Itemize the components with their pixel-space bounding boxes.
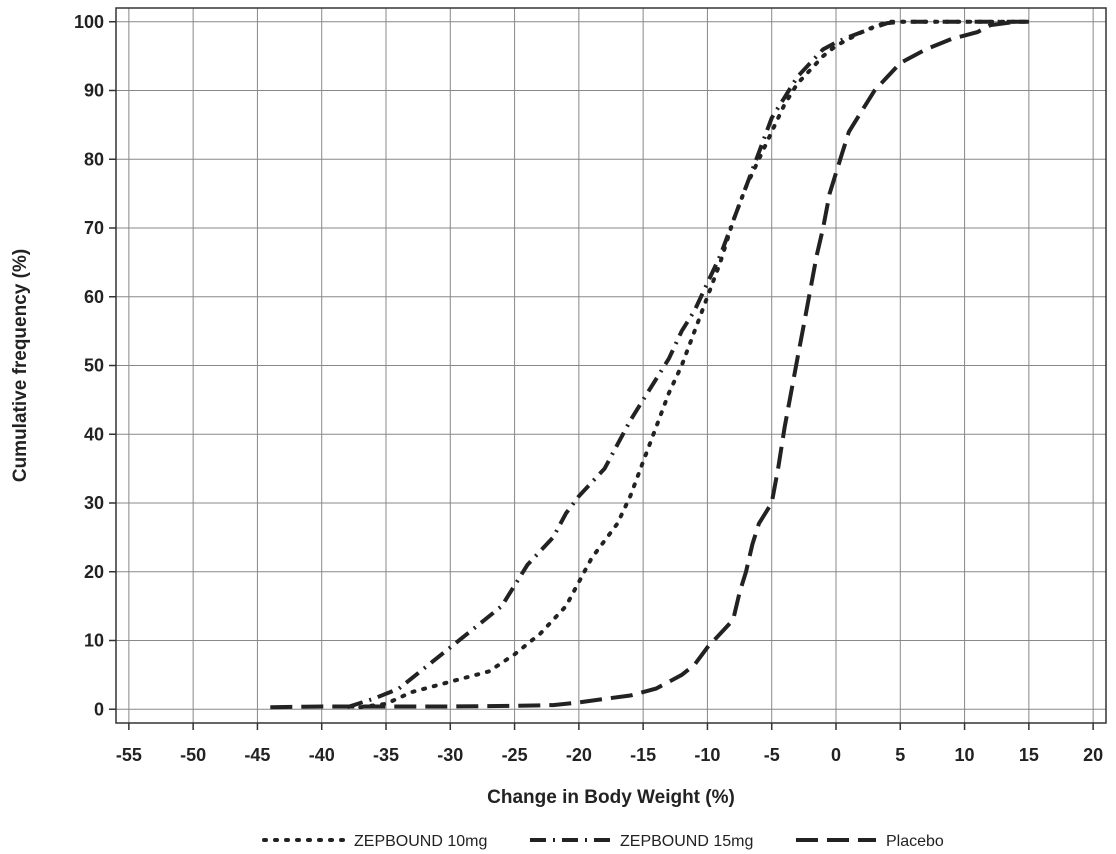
x-axis-title: Change in Body Weight (%) [487,787,735,808]
legend-label: Placebo [886,833,944,850]
y-tick-label: 10 [84,631,104,651]
grid [116,8,1106,723]
y-tick-label: 100 [74,12,104,32]
series-line-2 [346,19,1029,710]
y-tick-label: 40 [84,424,104,444]
x-tick-label: -15 [630,745,656,765]
x-tick-label: -30 [437,745,463,765]
x-tick-label: -45 [244,745,270,765]
x-tick-label: 5 [895,745,905,765]
x-tick-label: -5 [764,745,780,765]
x-tick-label: -20 [566,745,592,765]
y-tick-label: 0 [94,699,104,719]
y-tick-label: 20 [84,562,104,582]
y-tick-label: 50 [84,356,104,376]
x-tick-label: -40 [309,745,335,765]
y-tick-label: 60 [84,287,104,307]
series-line-1 [358,19,1031,710]
y-tick-label: 30 [84,493,104,513]
x-tick-label: 15 [1019,745,1039,765]
legend: ZEPBOUND 10mg ZEPBOUND 15mg Placebo [262,833,944,850]
x-tick-label: 10 [955,745,975,765]
x-tick-label: -10 [694,745,720,765]
legend-label: ZEPBOUND 10mg [354,833,487,850]
x-tick-label: 20 [1083,745,1103,765]
x-tick-label: 0 [831,745,841,765]
x-tick-label: -25 [502,745,528,765]
series-line-3 [270,19,1029,710]
x-tick-label: -50 [180,745,206,765]
y-tick-label: 80 [84,149,104,169]
x-tick-label: -35 [373,745,399,765]
y-tick-label: 90 [84,81,104,101]
y-axis-title: Cumulative frequency (%) [10,249,31,482]
legend-label: ZEPBOUND 15mg [620,833,753,850]
axis-ticks: -55 -50 -45 -40 -35 -30 -25 -20 -15 -10 -5 0 5 10 15 20… [74,12,1103,765]
series-layer [270,19,1031,710]
x-tick-label: -55 [116,745,142,765]
y-tick-label: 70 [84,218,104,238]
